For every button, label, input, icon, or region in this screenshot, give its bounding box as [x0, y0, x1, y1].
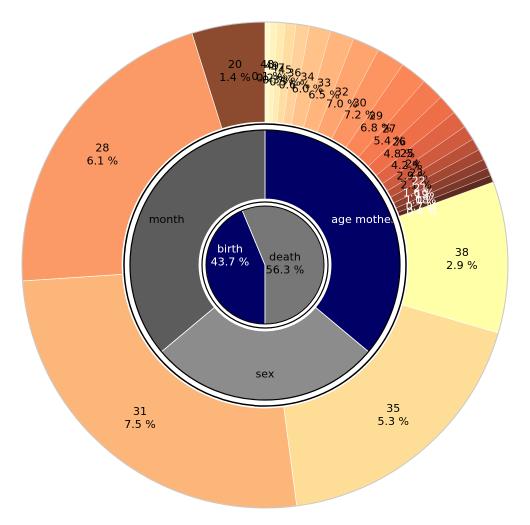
fan-label: 45 — [278, 64, 292, 77]
fan-percent-label: 0.4 % — [406, 205, 437, 218]
fan-label: 26 — [392, 135, 406, 148]
fan-label: 21 — [413, 182, 427, 195]
fan-percent-label: 4.8 % — [383, 147, 414, 160]
fan-percent-label: 6.0 % — [292, 82, 323, 95]
fan-percent-label: 0.6 % — [279, 78, 310, 91]
fan-label: 25 — [400, 147, 414, 160]
fan-percent-label: 0.1 % — [251, 70, 282, 83]
fan-label: 34 — [301, 70, 315, 83]
fan-label: 27 — [382, 123, 396, 136]
middle-label-month: month — [149, 213, 185, 226]
fan-percent-label: 6.8 % — [360, 121, 391, 134]
fan-label: 33 — [317, 77, 331, 90]
fan-percent-label: 5.4 % — [373, 135, 404, 148]
fan-label: 30 — [353, 96, 367, 109]
fan-label: 23 — [409, 167, 423, 180]
fan-label: 32 — [335, 85, 349, 98]
fan-percent-label: 2.1 % — [400, 179, 431, 192]
fan-percent-label: 1.0 % — [405, 194, 436, 207]
fan-percent-label: 6.5 % — [308, 89, 339, 102]
fan-percent-label: 4.2 % — [391, 159, 422, 172]
outer-ring-outline — [21, 21, 509, 509]
fan-percent-label: 0.5 % — [269, 76, 300, 89]
fan-percent-label: 1.6 % — [403, 187, 434, 200]
middle-label-sex: sex — [256, 368, 275, 381]
fan-label: 24 — [405, 158, 419, 171]
outer-label-28: 28 6.1 % — [87, 141, 118, 167]
middle-ring: age mother sex month — [129, 129, 401, 401]
fan-label: 18 — [415, 193, 429, 206]
fan-percent-label: 7.2 % — [344, 108, 375, 121]
outer-label-20: 20 1.4 % — [219, 58, 250, 84]
fan-percent-label: 2.9 % — [397, 170, 428, 183]
fan-label: 47 — [271, 61, 285, 74]
middle-ring-outline — [129, 129, 401, 401]
center-label-death: death 56.3 % — [266, 251, 304, 277]
fan-label: 29 — [369, 109, 383, 122]
fan-percent-label: 7.0 % — [326, 97, 357, 110]
fan-percent-label: 0.2 % — [256, 72, 287, 85]
outer-ring-fan: 480.1 %490.2 %470.3 %450.5 %360.6 %346.0… — [251, 21, 494, 218]
center-disc: birth 43.7 % death 56.3 % — [205, 205, 325, 325]
outer-label-38: 38 2.9 % — [446, 246, 477, 272]
outer-label-31: 31 7.5 % — [124, 405, 155, 431]
fan-percent-label: 0.7 % — [406, 200, 437, 213]
center-label-birth: birth 43.7 % — [211, 243, 249, 269]
fan-label: 48 — [260, 58, 274, 71]
fan-label: 49 — [265, 60, 279, 73]
fan-label: 19 — [415, 188, 429, 201]
middle-label-age-mother: age mother — [331, 213, 395, 226]
fan-label: 36 — [287, 66, 301, 79]
fan-label: 22 — [412, 175, 426, 188]
center-outline — [205, 205, 325, 325]
outer-label-35: 35 5.3 % — [378, 402, 409, 428]
fan-percent-label: 0.3 % — [262, 73, 293, 86]
